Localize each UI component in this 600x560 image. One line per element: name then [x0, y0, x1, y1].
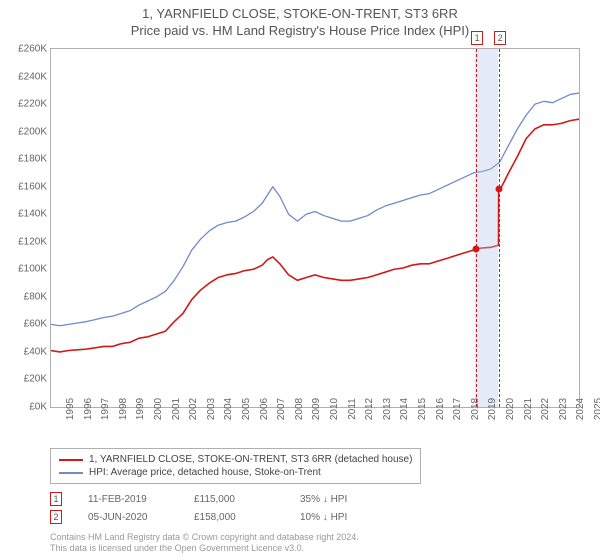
y-tick-label: £200K	[18, 126, 47, 137]
legend-label: HPI: Average price, detached house, Stok…	[89, 467, 321, 478]
sale-vline	[499, 49, 500, 407]
footer-line-1: Contains HM Land Registry data © Crown c…	[50, 532, 359, 543]
note-price: £115,000	[194, 494, 274, 505]
sale-flag: 2	[494, 31, 506, 45]
y-tick-label: £160K	[18, 181, 47, 192]
y-tick-label: £40K	[24, 346, 47, 357]
sale-vline	[476, 49, 477, 407]
legend-item: 1, YARNFIELD CLOSE, STOKE-ON-TRENT, ST3 …	[59, 453, 412, 466]
price-chart: 12£0K£20K£40K£60K£80K£100K£120K£140K£160…	[50, 48, 580, 408]
note-pct: 35% ↓ HPI	[300, 494, 380, 505]
footer-line-2: This data is licensed under the Open Gov…	[50, 543, 359, 554]
note-pct: 10% ↓ HPI	[300, 512, 380, 523]
plot-area	[51, 49, 579, 407]
footer-attribution: Contains HM Land Registry data © Crown c…	[50, 532, 359, 555]
note-flag: 1	[50, 492, 62, 506]
title-line-2: Price paid vs. HM Land Registry's House …	[0, 23, 600, 40]
chart-legend: 1, YARNFIELD CLOSE, STOKE-ON-TRENT, ST3 …	[50, 448, 421, 484]
y-tick-label: £60K	[24, 319, 47, 330]
y-tick-label: £80K	[24, 291, 47, 302]
note-flag: 2	[50, 510, 62, 524]
note-date: 05-JUN-2020	[88, 512, 168, 523]
y-tick-label: £0K	[29, 402, 47, 413]
note-row: 1 11-FEB-2019 £115,000 35% ↓ HPI	[50, 492, 380, 506]
sale-dot	[495, 186, 502, 193]
x-tick-label: 2025	[579, 398, 600, 420]
sale-notes: 1 11-FEB-2019 £115,000 35% ↓ HPI 2 05-JUN-202…	[50, 492, 380, 528]
sale-period-highlight	[475, 49, 498, 407]
y-tick-label: £140K	[18, 209, 47, 220]
y-tick-label: £100K	[18, 264, 47, 275]
sale-flag: 1	[471, 31, 483, 45]
y-tick-label: £20K	[24, 374, 47, 385]
chart-title: 1, YARNFIELD CLOSE, STOKE-ON-TRENT, ST3 …	[0, 0, 600, 40]
y-tick-label: £180K	[18, 154, 47, 165]
note-date: 11-FEB-2019	[88, 494, 168, 505]
y-tick-label: £120K	[18, 236, 47, 247]
y-tick-label: £260K	[18, 44, 47, 55]
legend-swatch	[59, 472, 83, 474]
note-row: 2 05-JUN-2020 £158,000 10% ↓ HPI	[50, 510, 380, 524]
title-line-1: 1, YARNFIELD CLOSE, STOKE-ON-TRENT, ST3 …	[0, 6, 600, 23]
y-tick-label: £220K	[18, 99, 47, 110]
legend-item: HPI: Average price, detached house, Stok…	[59, 466, 412, 479]
series-hpi	[51, 93, 579, 326]
y-tick-label: £240K	[18, 71, 47, 82]
series-price-paid	[51, 119, 579, 352]
note-price: £158,000	[194, 512, 274, 523]
legend-label: 1, YARNFIELD CLOSE, STOKE-ON-TRENT, ST3 …	[89, 454, 412, 465]
sale-dot	[472, 245, 479, 252]
legend-swatch	[59, 459, 83, 461]
